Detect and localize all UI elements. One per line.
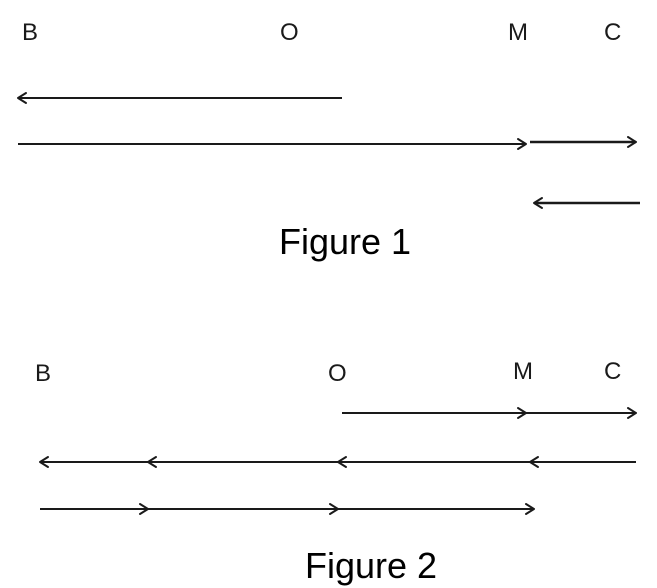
- figure-1-arrow-o-to-b: [17, 92, 342, 104]
- figure-2-label-o: O: [328, 360, 347, 387]
- figure-2-label-b: B: [35, 360, 51, 387]
- figure-1-arrow-b-to-m: [18, 138, 527, 150]
- figure-2-caption: Figure 2: [305, 545, 437, 586]
- figure-2-arrow-b-to-m: [40, 503, 535, 515]
- figure-1-label-m: M: [508, 19, 528, 46]
- figure-1-label-c: C: [604, 19, 621, 46]
- figure-2: B O M C Figure 2: [35, 358, 637, 586]
- figure-1-arrow-m-to-c: [530, 136, 637, 148]
- figure-1-label-o: O: [280, 19, 299, 46]
- figure-1-arrow-c-to-m: [533, 197, 640, 209]
- figure-1-label-b: B: [22, 19, 38, 46]
- figure-2-arrow-o-to-c: [342, 407, 637, 419]
- figure-2-label-c: C: [604, 358, 621, 385]
- figure-2-label-m: M: [513, 358, 533, 385]
- figure-2-arrow-c-to-b: [39, 456, 636, 468]
- figure-1-caption: Figure 1: [279, 221, 411, 262]
- figure-1: B O M C Figure 1: [17, 19, 640, 262]
